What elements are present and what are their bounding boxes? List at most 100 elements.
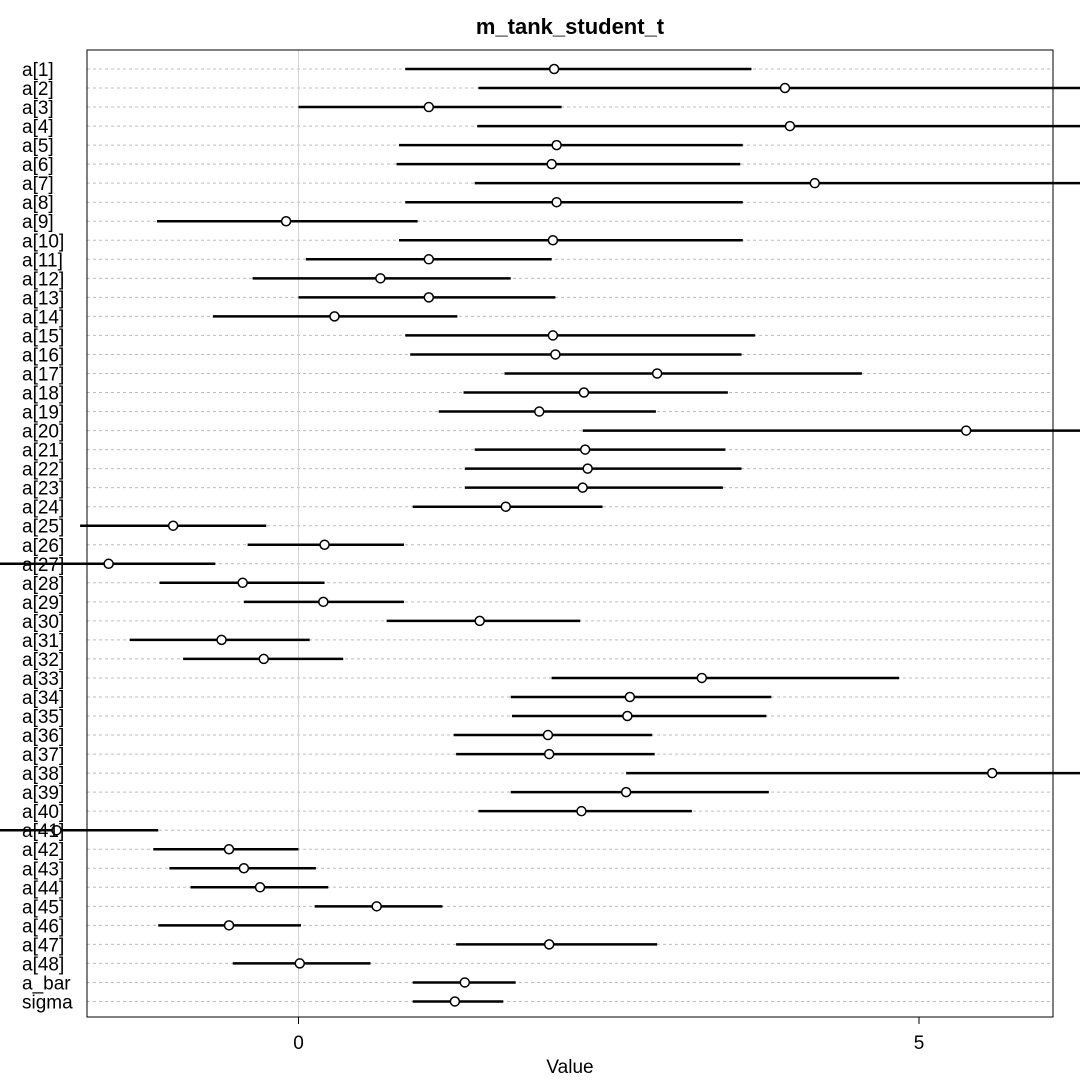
point-a[29]: [318, 596, 329, 608]
point-a[36]: [542, 729, 554, 741]
point-a[12]: [375, 273, 386, 284]
point-a[39]: [620, 786, 632, 798]
row-label: a[45]: [22, 897, 64, 918]
point-a[15]: [547, 330, 559, 341]
row-label: a[8]: [22, 193, 54, 214]
point-a[43]: [238, 863, 250, 874]
row-label: a[2]: [22, 79, 54, 100]
row-label: a[19]: [22, 403, 64, 424]
point-a[17]: [651, 368, 663, 379]
row-label: a[25]: [22, 517, 64, 538]
row-label: a[28]: [22, 574, 64, 595]
interval-lines: [0, 67, 1080, 1003]
row-label: a[17]: [22, 364, 64, 385]
point-a[2]: [779, 82, 791, 94]
point-a[41]: [51, 824, 62, 836]
row-label: a[15]: [22, 326, 64, 347]
point-a[19]: [534, 406, 545, 417]
chart-title: m_tank_student_t: [476, 14, 665, 39]
point-a[35]: [622, 710, 633, 722]
row-label: a[32]: [22, 650, 64, 671]
row-label: a[27]: [22, 555, 64, 576]
point-a[45]: [371, 901, 382, 912]
point-a[27]: [103, 558, 114, 570]
row-label: a[22]: [22, 460, 64, 481]
row-label: a[39]: [22, 783, 64, 804]
point-a[32]: [258, 653, 270, 665]
row-label: a[21]: [22, 441, 64, 462]
point-a[7]: [809, 177, 821, 189]
point-a[30]: [474, 615, 485, 627]
row-label: a[30]: [22, 612, 64, 633]
point-a[38]: [986, 767, 998, 779]
point-a[24]: [500, 501, 511, 512]
point-a[21]: [579, 444, 591, 455]
point-a[5]: [551, 139, 562, 151]
point-a[26]: [319, 539, 330, 550]
row-label: a[26]: [22, 536, 64, 557]
row-label: a[40]: [22, 802, 64, 823]
row-label: a[33]: [22, 669, 64, 690]
row-label: a[18]: [22, 384, 64, 405]
row-label: a[9]: [22, 212, 54, 233]
row-guides: [87, 68, 1053, 1002]
row-label: a[29]: [22, 593, 64, 614]
point-a[20]: [960, 425, 972, 436]
row-label: a[48]: [22, 954, 64, 975]
point-a[11]: [423, 254, 435, 265]
row-label: a[23]: [22, 479, 64, 500]
row-label: a[1]: [22, 60, 54, 81]
row-label: a_bar: [22, 973, 71, 994]
row-label: a[14]: [22, 307, 64, 328]
row-label: a[34]: [22, 688, 64, 709]
row-label: a[31]: [22, 631, 64, 652]
row-label: a[7]: [22, 174, 54, 195]
row-label: a[12]: [22, 269, 64, 290]
point-a[28]: [237, 577, 248, 589]
point-a[14]: [329, 311, 340, 322]
point-a[42]: [223, 843, 235, 855]
x-axis-label: Value: [546, 1057, 593, 1078]
point-a[8]: [551, 196, 562, 208]
plot-frame: [86, 49, 1054, 1018]
row-label: a[38]: [22, 764, 64, 785]
point-a[44]: [254, 882, 266, 893]
point-a[23]: [577, 482, 588, 493]
row-label: a[24]: [22, 498, 64, 519]
row-label: a[6]: [22, 155, 54, 176]
point-a_bar: [459, 977, 471, 988]
x-tick-label: 5: [914, 1033, 925, 1054]
point-a[6]: [546, 158, 557, 170]
row-label: a[37]: [22, 745, 64, 766]
point-a[1]: [548, 63, 560, 75]
row-label: a[43]: [22, 859, 64, 880]
row-label: a[13]: [22, 288, 64, 309]
row-label: a[35]: [22, 707, 64, 728]
row-label: a[16]: [22, 345, 64, 366]
point-markers: [51, 63, 998, 1007]
row-label: a[47]: [22, 935, 64, 956]
row-label: a[3]: [22, 98, 54, 119]
point-a[16]: [550, 349, 561, 360]
row-label: a[42]: [22, 840, 64, 861]
point-a[31]: [216, 634, 227, 646]
row-label: a[41]: [22, 821, 64, 842]
row-labels: a[1]a[2]a[3]a[4]a[5]a[6]a[7]a[8]a[9]a[10…: [22, 60, 73, 1013]
row-label: a[5]: [22, 136, 54, 157]
point-a[34]: [624, 691, 636, 703]
row-label: a[4]: [22, 117, 54, 138]
x-axis: 0510: [293, 1017, 925, 1054]
point-sigma: [449, 996, 461, 1007]
point-a[10]: [547, 235, 559, 246]
point-a[37]: [543, 748, 555, 760]
point-a[3]: [423, 101, 435, 113]
point-a[13]: [423, 292, 435, 303]
point-a[40]: [576, 805, 587, 817]
point-a[46]: [223, 920, 235, 931]
row-label: sigma: [22, 992, 73, 1013]
row-label: a[10]: [22, 231, 64, 252]
point-a[22]: [582, 463, 593, 474]
row-label: a[44]: [22, 878, 64, 899]
point-a[48]: [294, 958, 305, 969]
